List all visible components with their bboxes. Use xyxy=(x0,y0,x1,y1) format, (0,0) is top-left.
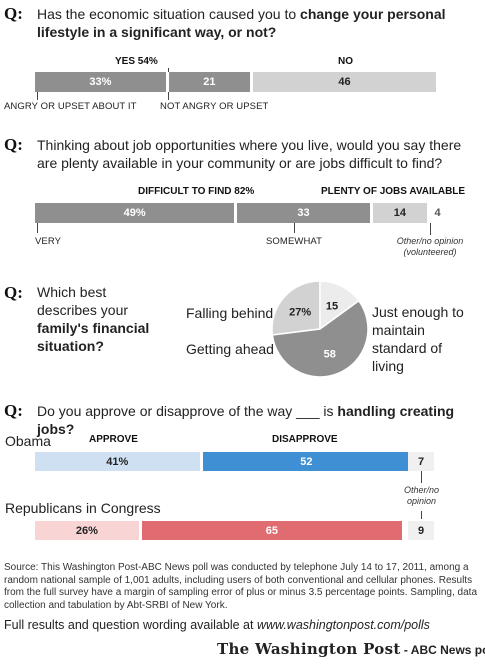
q4-obama-bar-approve: 41% xyxy=(35,452,200,471)
q4-republicans-label: Republicans in Congress xyxy=(5,500,161,516)
q1-question-bold: change your personal lifestyle in a sign… xyxy=(37,6,446,40)
q3-slice-falling-behind-label: 27% xyxy=(289,307,311,319)
q2-tick-other xyxy=(430,223,431,235)
q2-question: Thinking about job opportunities where y… xyxy=(37,137,462,171)
q3-label-falling-behind: Falling behind xyxy=(186,305,274,321)
q3-label-getting-ahead: Getting ahead xyxy=(186,341,274,357)
q2-other-note-line1: Other/no opinion xyxy=(396,236,464,246)
q2-bar-other: 4 xyxy=(430,203,445,223)
q4-other-note-line2: opinion xyxy=(406,496,437,506)
q1-marker: Q: xyxy=(4,4,23,23)
q3-marker: Q: xyxy=(4,283,23,302)
q2-tick-very xyxy=(37,223,38,233)
q4-tick-republicans-other xyxy=(421,511,422,519)
q3-slice-falling-behind xyxy=(271,280,321,336)
q1-question: Has the economic situation caused you to… xyxy=(37,5,457,41)
q4-obama-label: Obama xyxy=(5,433,51,449)
q3-label-just-enough: Just enough to maintain standard of livi… xyxy=(372,304,464,374)
q4-other-note: Other/no opinion xyxy=(399,485,444,507)
q2-bar-somewhat: 33 xyxy=(237,203,370,223)
q4-tick-obama-other xyxy=(421,471,422,483)
abc-news-poll-label: - ABC News poll xyxy=(403,643,485,657)
q3-slice-just-enough-label: 58 xyxy=(324,349,336,361)
q4-republicans-bar-disapprove: 65 xyxy=(141,521,403,540)
full-results-text: Full results and question wording availa… xyxy=(4,618,257,632)
q4-obama-bar-disapprove: 52 xyxy=(202,452,411,471)
q1-label-not-angry: NOT ANGRY OR UPSET xyxy=(160,101,269,112)
q3-slice-just-enough xyxy=(271,299,369,378)
q1-tick-yes xyxy=(168,68,169,72)
q2-other-note: Other/no opinion (volunteered) xyxy=(392,236,468,258)
q2-tick-somewhat xyxy=(294,223,295,233)
q3-slice-getting-ahead-label: 15 xyxy=(326,300,338,312)
q1-bar-not-angry: 21 xyxy=(168,72,251,92)
full-results-line: Full results and question wording availa… xyxy=(4,618,430,632)
q2-label-somewhat: SOMEWHAT xyxy=(266,236,323,247)
q1-bar-no: 46 xyxy=(253,72,436,92)
source-note: Source: This Washington Post-ABC News po… xyxy=(4,562,478,611)
q2-plenty-header: PLENTY OF JOBS AVAILABLE xyxy=(321,186,466,197)
q1-no-header: NO xyxy=(338,56,353,67)
q4-question-bold: handling creating jobs? xyxy=(37,403,455,437)
q1-bar-angry: 33% xyxy=(35,72,166,92)
q1-tick-angry xyxy=(37,92,38,100)
q3-pie-chart: 27% 15 58 xyxy=(271,280,369,378)
q4-marker: Q: xyxy=(4,401,23,420)
q4-republicans-bar-other: 9 xyxy=(408,521,434,540)
q2-difficult-header: DIFFICULT TO FIND 82% xyxy=(138,186,255,197)
q3-question-plain: Which best describes your xyxy=(37,284,129,318)
q4-other-note-line1: Other/no xyxy=(403,485,440,495)
q4-disapprove-header: DISAPPROVE xyxy=(272,434,338,445)
q1-question-plain: Has the economic situation caused you to xyxy=(37,6,301,22)
q3-question: Which best describes your family's finan… xyxy=(37,283,157,355)
q2-other-note-line2: (volunteered) xyxy=(403,247,457,257)
full-results-url: www.washingtonpost.com/polls xyxy=(256,618,430,632)
q4-question-plain: Do you approve or disapprove of the way … xyxy=(37,403,338,419)
q2-bar-plenty: 14 xyxy=(372,203,428,223)
q2-marker: Q: xyxy=(4,135,23,154)
q4-obama-bar-other: 7 xyxy=(408,452,434,471)
q2-label-very: VERY xyxy=(35,236,62,247)
q4-republicans-bar-approve: 26% xyxy=(35,521,139,540)
q2-bar-very: 49% xyxy=(35,203,235,223)
q4-approve-header: APPROVE xyxy=(89,434,138,445)
q1-label-angry: ANGRY OR UPSET ABOUT IT xyxy=(4,101,137,112)
washington-post-logo: The Washington Post xyxy=(217,640,401,658)
branding: The Washington Post - ABC News poll xyxy=(217,640,485,659)
q1-tick-not-angry xyxy=(168,92,169,100)
q3-question-bold: family's financial situation? xyxy=(37,320,150,354)
q1-yes-header: YES 54% xyxy=(115,56,158,67)
q4-question: Do you approve or disapprove of the way … xyxy=(37,402,482,438)
